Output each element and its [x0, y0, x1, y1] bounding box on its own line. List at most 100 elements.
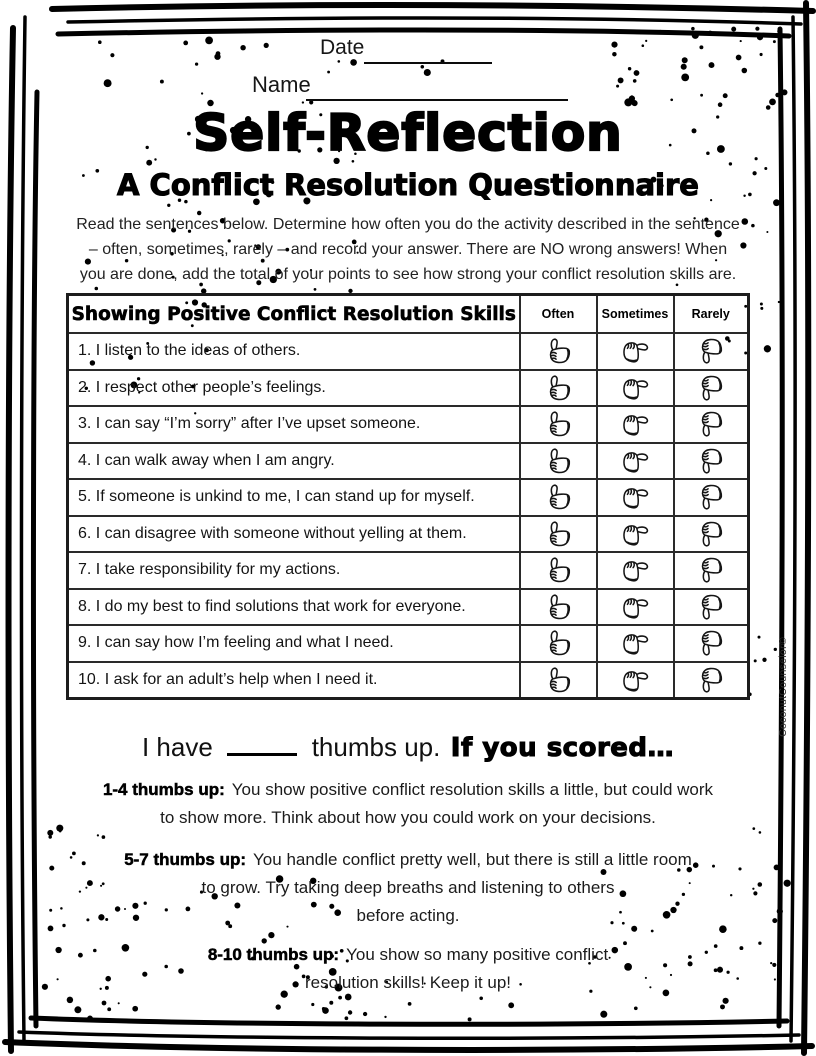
thumbs-down-icon [693, 664, 728, 696]
answer-option-sometimes[interactable] [595, 332, 675, 371]
band-text: before acting. [356, 906, 460, 925]
table-row: 8. I do my best to find solutions that w… [66, 587, 750, 626]
thumbs-sideways-icon [618, 516, 651, 552]
thumbs-up-icon [541, 408, 576, 440]
answer-option-rarely[interactable] [672, 441, 750, 480]
thumbs-down-icon [693, 591, 728, 623]
page-title: Self-Reflection [192, 103, 623, 163]
answer-option-sometimes[interactable] [595, 368, 675, 407]
thumbs-up-icon [541, 481, 576, 513]
statement-cell: 6. I can disagree with someone without y… [66, 514, 521, 553]
thumbs-up-icon [541, 591, 576, 623]
table-row: 3. I can say “I’m sorry” after I’ve upse… [66, 405, 750, 444]
answer-option-often[interactable] [518, 368, 598, 407]
thumbs-up-icon [541, 335, 576, 367]
answer-option-rarely[interactable] [672, 368, 750, 407]
band-range-label: 1-4 thumbs up: [102, 780, 225, 800]
page-subtitle: A Conflict Resolution Questionnaire [116, 167, 699, 202]
answer-option-often[interactable] [518, 441, 598, 480]
thumbs-down-icon [693, 627, 728, 659]
band-text: resolution skills! Keep it up! [305, 973, 511, 992]
statement-cell: 4. I can walk away when I am angry. [66, 441, 521, 480]
answer-option-sometimes[interactable] [595, 405, 675, 444]
thumbs-down-icon [693, 481, 728, 513]
statement-cell: 5. If someone is unkind to me, I can sta… [66, 478, 521, 517]
answer-option-rarely[interactable] [672, 551, 750, 590]
answer-option-sometimes[interactable] [595, 478, 675, 517]
score-band-1-4: 1-4 thumbs up: You show positive conflict… [40, 776, 776, 832]
answer-option-often[interactable] [518, 624, 598, 663]
answer-option-often[interactable] [518, 660, 598, 700]
instructions-line: – often, sometimes, rarely – and record … [88, 241, 728, 258]
thumbs-up-icon [541, 445, 576, 477]
instructions-line: Read the sentences below. Determine how … [76, 216, 740, 233]
table-row: 9. I can say how I’m feeling and what I … [66, 624, 750, 663]
thumbs-sideways-icon [618, 662, 651, 698]
thumbs-down-icon [693, 445, 728, 477]
statement-cell: 9. I can say how I’m feeling and what I … [66, 624, 521, 663]
answer-option-often[interactable] [518, 587, 598, 626]
statement-cell: 8. I do my best to find solutions that w… [66, 587, 521, 626]
answer-option-often[interactable] [518, 332, 598, 371]
thumbs-sideways-icon [618, 479, 651, 515]
instructions-line: you are done, add the total of your poin… [79, 266, 737, 283]
column-header-rarely: Rarely [672, 293, 750, 334]
band-text: to grow. Try taking deep breaths and lis… [201, 878, 615, 897]
answer-option-sometimes[interactable] [595, 624, 675, 663]
answer-option-sometimes[interactable] [595, 441, 675, 480]
band-text: You show so many positive conflict [346, 945, 609, 964]
band-range-label: 5-7 thumbs up: [124, 850, 247, 870]
answer-option-often[interactable] [518, 478, 598, 517]
table-header-row: Showing Positive Conflict Resolution Ski… [66, 293, 750, 334]
statement-cell: 2. I respect other people’s feelings. [66, 368, 521, 407]
thumbs-up-icon [541, 554, 576, 586]
thumbs-down-icon [693, 372, 728, 404]
answer-option-sometimes[interactable] [595, 660, 675, 700]
skills-table: Showing Positive Conflict Resolution Ski… [66, 293, 750, 700]
answer-option-rarely[interactable] [672, 478, 750, 517]
score-band-5-7: 5-7 thumbs up: You handle conflict pretty… [40, 846, 776, 930]
thumbs-sideways-icon [618, 406, 651, 442]
answer-option-rarely[interactable] [672, 660, 750, 700]
table-row: 7. I take responsibility for my actions. [66, 551, 750, 590]
table-row: 1. I listen to the ideas of others. [66, 332, 750, 371]
answer-option-rarely[interactable] [672, 587, 750, 626]
statement-cell: 10. I ask for an adult’s help when I nee… [66, 660, 521, 700]
answer-option-often[interactable] [518, 551, 598, 590]
table-title: Showing Positive Conflict Resolution Ski… [66, 293, 521, 334]
answer-option-often[interactable] [518, 514, 598, 553]
answer-option-sometimes[interactable] [595, 587, 675, 626]
score-prefix: I have [141, 732, 213, 762]
score-suffix: If you scored… [450, 732, 675, 763]
thumbs-down-icon [693, 518, 728, 550]
thumbs-down-icon [693, 554, 728, 586]
answer-option-sometimes[interactable] [595, 514, 675, 553]
answer-option-often[interactable] [518, 405, 598, 444]
table-row: 2. I respect other people’s feelings. [66, 368, 750, 407]
table-row: 6. I can disagree with someone without y… [66, 514, 750, 553]
statement-cell: 3. I can say “I’m sorry” after I’ve upse… [66, 405, 521, 444]
answer-option-rarely[interactable] [672, 405, 750, 444]
thumbs-up-icon [541, 518, 576, 550]
date-label: Date [320, 36, 365, 59]
thumbs-up-icon [541, 664, 576, 696]
thumbs-sideways-icon [618, 443, 651, 479]
column-header-often: Often [518, 293, 598, 334]
date-input-line[interactable] [364, 38, 492, 64]
thumbs-sideways-icon [618, 552, 651, 588]
answer-option-sometimes[interactable] [595, 551, 675, 590]
thumbs-count-blank[interactable] [227, 727, 298, 756]
band-text: to show more. Think about how you could … [160, 808, 656, 827]
thumbs-up-icon [541, 627, 576, 659]
answer-option-rarely[interactable] [672, 332, 750, 371]
table-row: 4. I can walk away when I am angry. [66, 441, 750, 480]
answer-option-rarely[interactable] [672, 514, 750, 553]
table-row: 10. I ask for an adult’s help when I nee… [66, 660, 750, 700]
score-band-8-10: 8-10 thumbs up: You show so many positive… [40, 941, 776, 997]
thumbs-sideways-icon [618, 370, 651, 406]
table-row: 5. If someone is unkind to me, I can sta… [66, 478, 750, 517]
answer-option-rarely[interactable] [672, 624, 750, 663]
band-range-label: 8-10 thumbs up: [207, 945, 340, 965]
name-input-line[interactable] [306, 74, 568, 101]
